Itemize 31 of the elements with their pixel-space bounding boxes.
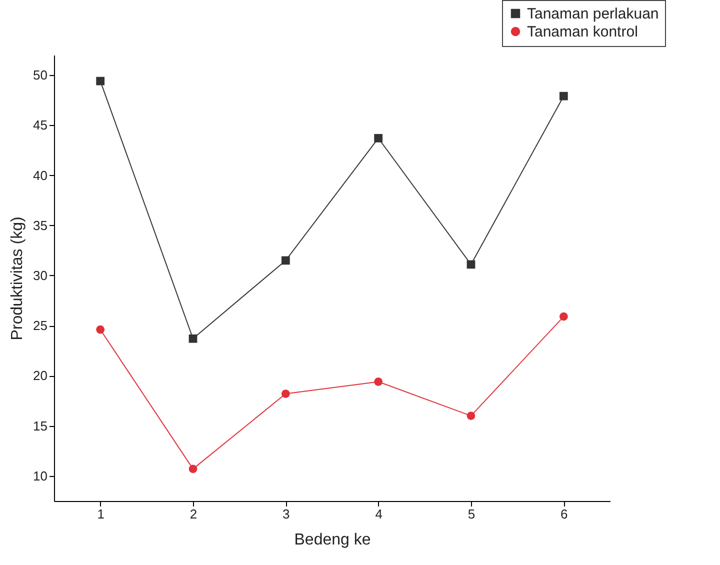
point [374,134,383,142]
point [559,312,568,321]
y-tick-label: 35 [33,218,48,233]
y-tick-label: 15 [33,418,48,434]
point [96,325,105,334]
x-tick-label: 1 [97,506,104,522]
x-axis-title: Bedeng ke [294,532,371,548]
y-tick-label: 20 [33,368,48,384]
y-tick-label: 50 [33,68,48,83]
y-tick-label: 40 [33,168,48,183]
point [374,378,383,386]
point [281,390,290,398]
x-tick-label: 2 [190,506,198,522]
point [466,412,476,420]
point [559,92,568,100]
legend-label: Tanaman kontrol [527,24,638,40]
point [188,334,198,343]
x-tick-label: 3 [282,506,290,522]
y-tick-label: 30 [33,268,48,283]
point [96,76,105,86]
x-tick-label: 6 [560,506,568,522]
x-tick-label: 5 [468,506,476,522]
y-tick-label: 25 [33,318,48,334]
y-tick-label: 45 [33,118,48,133]
point [188,464,198,474]
legend-label: Tanaman perlakuan [527,6,659,22]
point [466,260,476,269]
point [281,256,290,265]
y-axis-title: Produktivitas (kg) [9,216,26,340]
y-tick-label: 10 [33,468,48,484]
x-tick-label: 4 [375,506,382,522]
